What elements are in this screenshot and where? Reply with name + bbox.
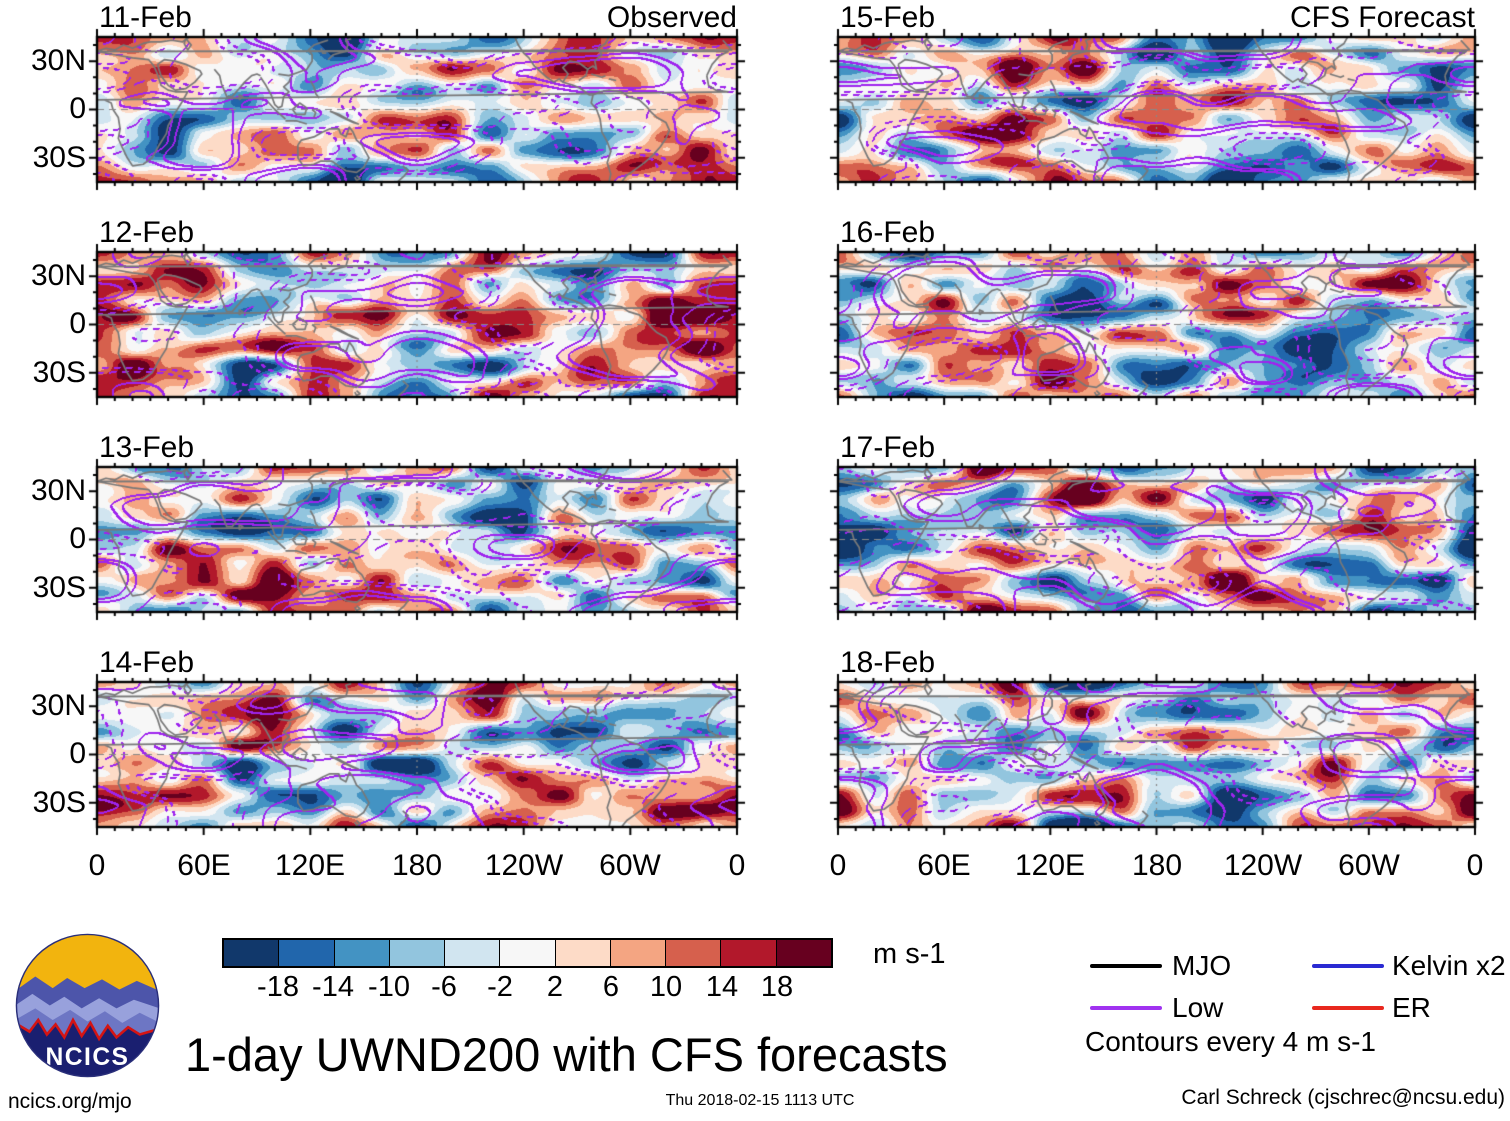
lat-label-30s: 30S	[32, 356, 86, 389]
colorbar-segment-5	[499, 940, 555, 966]
panel-date-14feb: 14-Feb	[99, 646, 195, 679]
colorbar	[222, 938, 833, 968]
lon-label: 120W	[484, 849, 564, 882]
lat-label-30n: 30N	[30, 44, 86, 77]
colorbar-segment-3	[388, 940, 445, 966]
map-15feb	[826, 25, 1487, 194]
ncics-logo: NCICS	[15, 933, 160, 1078]
colorbar-segment-1	[278, 940, 334, 966]
legend-note: Contours every 4 m s-1	[1085, 1026, 1376, 1057]
legend-line-mjo	[1090, 964, 1162, 968]
legend-line-er	[1312, 1006, 1384, 1010]
colorbar-segment-0	[224, 940, 279, 966]
colorbar-tick: -6	[431, 971, 457, 1003]
map-11feb	[85, 25, 749, 194]
lon-label: 60W	[599, 849, 661, 882]
lat-label-30n: 30N	[30, 474, 86, 507]
legend-line-low	[1090, 1006, 1162, 1010]
map-12feb	[85, 240, 749, 409]
colorbar-segment-9	[720, 940, 776, 966]
timestamp: Thu 2018-02-15 1113 UTC	[665, 1092, 855, 1109]
lat-label-30s: 30S	[32, 141, 86, 174]
lon-label: 60W	[1338, 849, 1400, 882]
lon-label: 120E	[1014, 849, 1086, 882]
map-17feb	[826, 455, 1487, 624]
panel-date-13feb: 13-Feb	[99, 431, 195, 464]
legend-label-kelvin: Kelvin x2	[1392, 950, 1506, 981]
lat-label-eq: 0	[69, 307, 86, 340]
panel-date-11feb: 11-Feb	[99, 1, 192, 34]
panel-date-17feb: 17-Feb	[840, 431, 936, 464]
panel-date-16feb: 16-Feb	[840, 216, 936, 249]
colorbar-segment-7	[609, 940, 666, 966]
colorbar-tick: 6	[602, 971, 620, 1003]
map-16feb	[826, 240, 1487, 409]
lon-axis-left: 0 60E 120E 180 120W 60W 0	[89, 848, 746, 888]
lon-label: 0	[1466, 849, 1484, 882]
lon-label: 0	[88, 849, 106, 882]
lat-label-eq: 0	[69, 737, 86, 770]
lon-label: 60E	[917, 849, 971, 882]
colorbar-tick: -2	[487, 971, 513, 1003]
panel-date-18feb: 18-Feb	[840, 646, 936, 679]
legend-label-mjo: MJO	[1172, 950, 1232, 981]
panel-date-15feb: 15-Feb	[840, 1, 936, 34]
panel-date-12feb: 12-Feb	[99, 216, 195, 249]
ncics-logo-text: NCICS	[46, 1044, 130, 1071]
colorbar-tick: -18	[257, 971, 299, 1003]
colorbar-tick: 10	[649, 971, 683, 1003]
lat-label-30n: 30N	[30, 259, 86, 292]
site-url: ncics.org/mjo	[8, 1090, 132, 1113]
colorbar-segment-6	[554, 940, 610, 966]
figure-title: 1-day UWND200 with CFS forecasts	[185, 1028, 948, 1081]
map-14feb	[85, 670, 749, 839]
colorbar-segment-4	[444, 940, 500, 966]
lon-label: 180	[391, 849, 443, 882]
author-credit: Carl Schreck (cjschrec@ncsu.edu)	[1181, 1086, 1505, 1109]
lon-label: 60E	[177, 849, 231, 882]
colorbar-tick: 2	[546, 971, 564, 1003]
lat-label-eq: 0	[69, 92, 86, 125]
colorbar-tick: 18	[760, 971, 794, 1003]
colorbar-segment-10	[775, 940, 831, 966]
lon-label: 120E	[274, 849, 346, 882]
lon-label: 120W	[1223, 849, 1303, 882]
colorbar-tick: -10	[368, 971, 410, 1003]
legend-line-kelvin	[1312, 964, 1384, 968]
lat-label-30s: 30S	[32, 571, 86, 604]
colorbar-units: m s-1	[873, 938, 946, 970]
colorbar-segment-2	[333, 940, 389, 966]
map-13feb	[85, 455, 749, 624]
column-header-observed: Observed	[606, 1, 737, 34]
lat-label-30n: 30N	[30, 689, 86, 722]
lon-label: 0	[728, 849, 746, 882]
colorbar-tick: 14	[705, 971, 739, 1003]
legend-label-er: ER	[1392, 992, 1431, 1023]
colorbar-segment-8	[665, 940, 721, 966]
lat-label-eq: 0	[69, 522, 86, 555]
lon-axis-right: 0 60E 120E 180 120W 60W 0	[830, 848, 1484, 888]
lon-label: 180	[1131, 849, 1183, 882]
map-18feb	[826, 670, 1487, 839]
legend-label-low: Low	[1172, 992, 1224, 1023]
lat-label-30s: 30S	[32, 786, 86, 819]
lon-label: 0	[829, 849, 847, 882]
column-header-cfs-forecast: CFS Forecast	[1289, 1, 1475, 34]
colorbar-tick: -14	[312, 971, 354, 1003]
